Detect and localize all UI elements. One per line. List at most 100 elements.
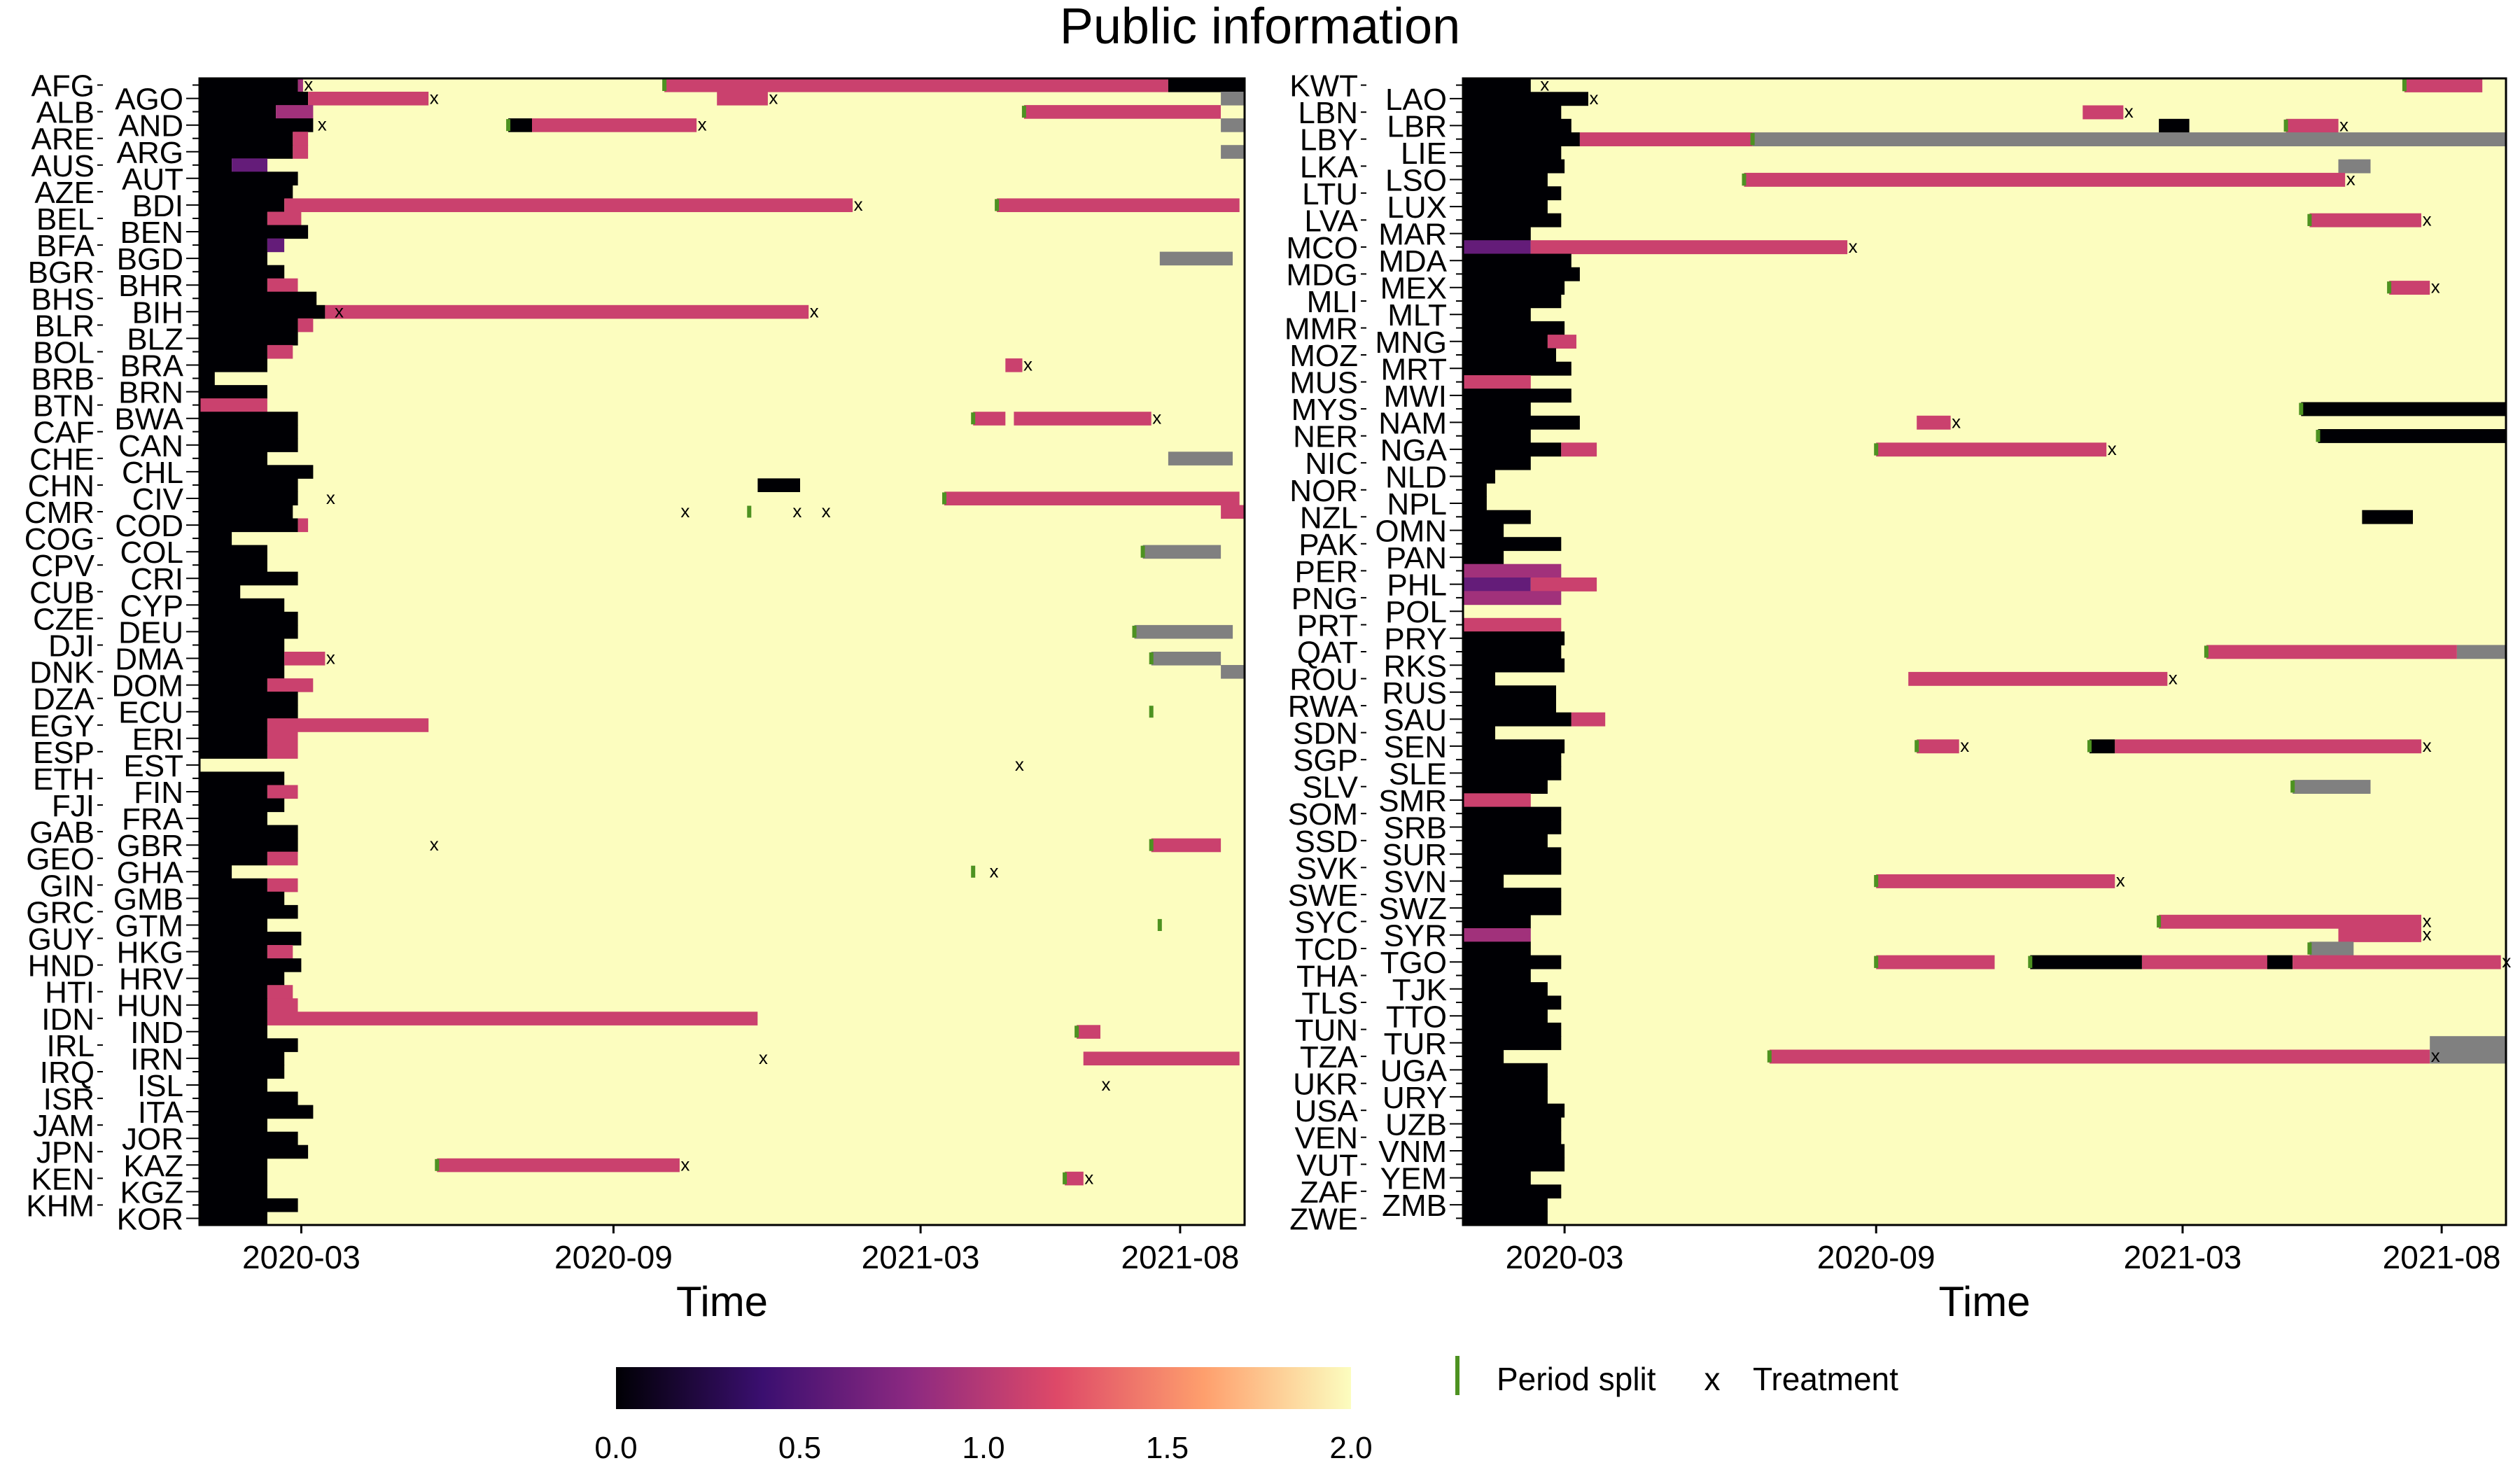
treatment-marker: x [822,500,831,522]
country-label-tgo: TGO [1380,946,1447,980]
country-label-pol: POL [1385,595,1447,629]
heat-cell-tgo [2142,955,2267,969]
country-label-fra: FRA [122,802,184,836]
heat-cell-khm [200,1198,298,1212]
heat-cell-hrv [200,972,285,986]
heat-cell-lby [1579,132,1753,146]
heat-cell-caf [200,425,298,439]
heat-cell-lka [1463,159,1565,174]
country-label-tza: TZA [1300,1040,1359,1074]
heat-cell-bol [200,344,267,359]
heat-cell-gin [267,878,298,892]
heat-cell-col [1142,545,1222,559]
country-label-usa: USA [1295,1094,1359,1128]
heat-cell-afg [298,78,303,92]
colorbar-tick-label: 1.5 [1146,1431,1189,1465]
heat-cell-bhs [200,291,317,306]
treatment-marker: x [2423,209,2432,230]
heat-cell-gmb [200,891,285,906]
treatment-marker: x [1152,407,1161,428]
country-label-brb: BRB [31,363,94,397]
heat-cell-lbr [2159,118,2190,133]
heat-cell-tgo [2292,955,2501,969]
heat-cell-eri [267,732,298,746]
heat-cell-geo [267,851,298,866]
heat-cell-sen [1463,739,1565,754]
country-label-ner: NER [1293,420,1358,454]
heat-cell-dnk [200,665,285,679]
treatment-marker: x [680,500,690,522]
country-label-uga: UGA [1380,1054,1448,1088]
heat-cell-and [200,118,314,132]
panel-border [1462,77,2507,1226]
country-label-rou: ROU [1289,663,1358,697]
heat-cell-pak [1463,537,1562,552]
country-label-eth: ETH [33,762,94,797]
heat-cell-rwa [1463,699,1556,713]
heat-cell-sen [2115,739,2422,754]
country-label-blr: BLR [34,309,94,343]
heat-cell-mwi [1463,388,1572,403]
country-label-vnm: VNM [1378,1135,1447,1169]
heat-cell-ner [1463,429,1531,443]
treatment-marker: x [1015,754,1024,775]
x-tick-label: 2021-08 [1121,1239,1239,1275]
heat-cell-egy [200,718,267,732]
heat-cell-qat [2456,645,2506,659]
heat-cell-arg [293,145,309,159]
heat-cell-gbr [200,838,298,853]
heat-cell-dza [200,692,298,706]
treatment-marker: x [1960,735,1969,756]
country-label-uzb: UZB [1385,1108,1447,1142]
country-label-nic: NIC [1305,447,1358,481]
heat-cell-and [508,118,532,132]
country-label-hkg: HKG [117,936,183,970]
country-label-zmb: ZMB [1382,1189,1447,1223]
heat-cell-cog [200,531,232,546]
heat-cell-cmr [200,505,293,519]
heat-cell-btn [200,398,267,412]
heat-cell-deu [1134,624,1233,639]
country-label-ben: BEN [120,216,183,250]
country-label-rus: RUS [1382,676,1447,710]
legend-period-split-label: Period split [1497,1361,1656,1397]
x-axis-label: Time [1938,1278,2030,1325]
country-label-grc: GRC [26,895,94,930]
heat-cell-blz [200,331,298,346]
heat-cell-tto [1463,1009,1548,1023]
heat-cell-aut [200,172,298,186]
heat-cell-blr [298,318,314,332]
heat-cell-tcd [1463,941,1531,956]
country-label-bra: BRA [120,349,184,384]
country-label-cub: CUB [29,575,94,610]
heat-cell-guy [200,932,302,946]
country-label-caf: CAF [33,416,94,450]
legend-treatment-symbol: x [1704,1361,1721,1397]
heat-cell-hun [267,998,298,1012]
country-label-esp: ESP [33,736,94,770]
heat-cell-ven [1463,1130,1562,1144]
treatment-marker: x [1540,74,1549,95]
country-label-vut: VUT [1296,1148,1358,1182]
country-label-lao: LAO [1385,83,1447,117]
country-label-jor: JOR [122,1122,183,1156]
heat-cell-isl [200,1078,267,1093]
treatment-marker: x [2423,735,2432,756]
heat-cell-cyp [200,598,285,612]
treatment-marker: x [2423,924,2432,945]
heat-cell-tur [1463,1036,1562,1051]
heat-cell-sdn [1463,726,1495,740]
heat-cell-lby [1752,132,2506,146]
country-label-sdn: SDN [1293,717,1358,751]
heat-cell-mys [1463,402,1531,416]
heat-cell-npl [1463,496,1487,511]
heat-cell-eth [200,771,285,785]
country-label-mar: MAR [1378,218,1447,252]
heat-cell-and [532,118,697,132]
country-label-pan: PAN [1386,541,1447,575]
heat-cell-gha [200,864,232,879]
country-label-svk: SVK [1296,851,1358,886]
country-label-bol: BOL [33,336,94,370]
heat-cell-qat [1463,645,1562,659]
heat-cell-bwa [1014,412,1152,426]
